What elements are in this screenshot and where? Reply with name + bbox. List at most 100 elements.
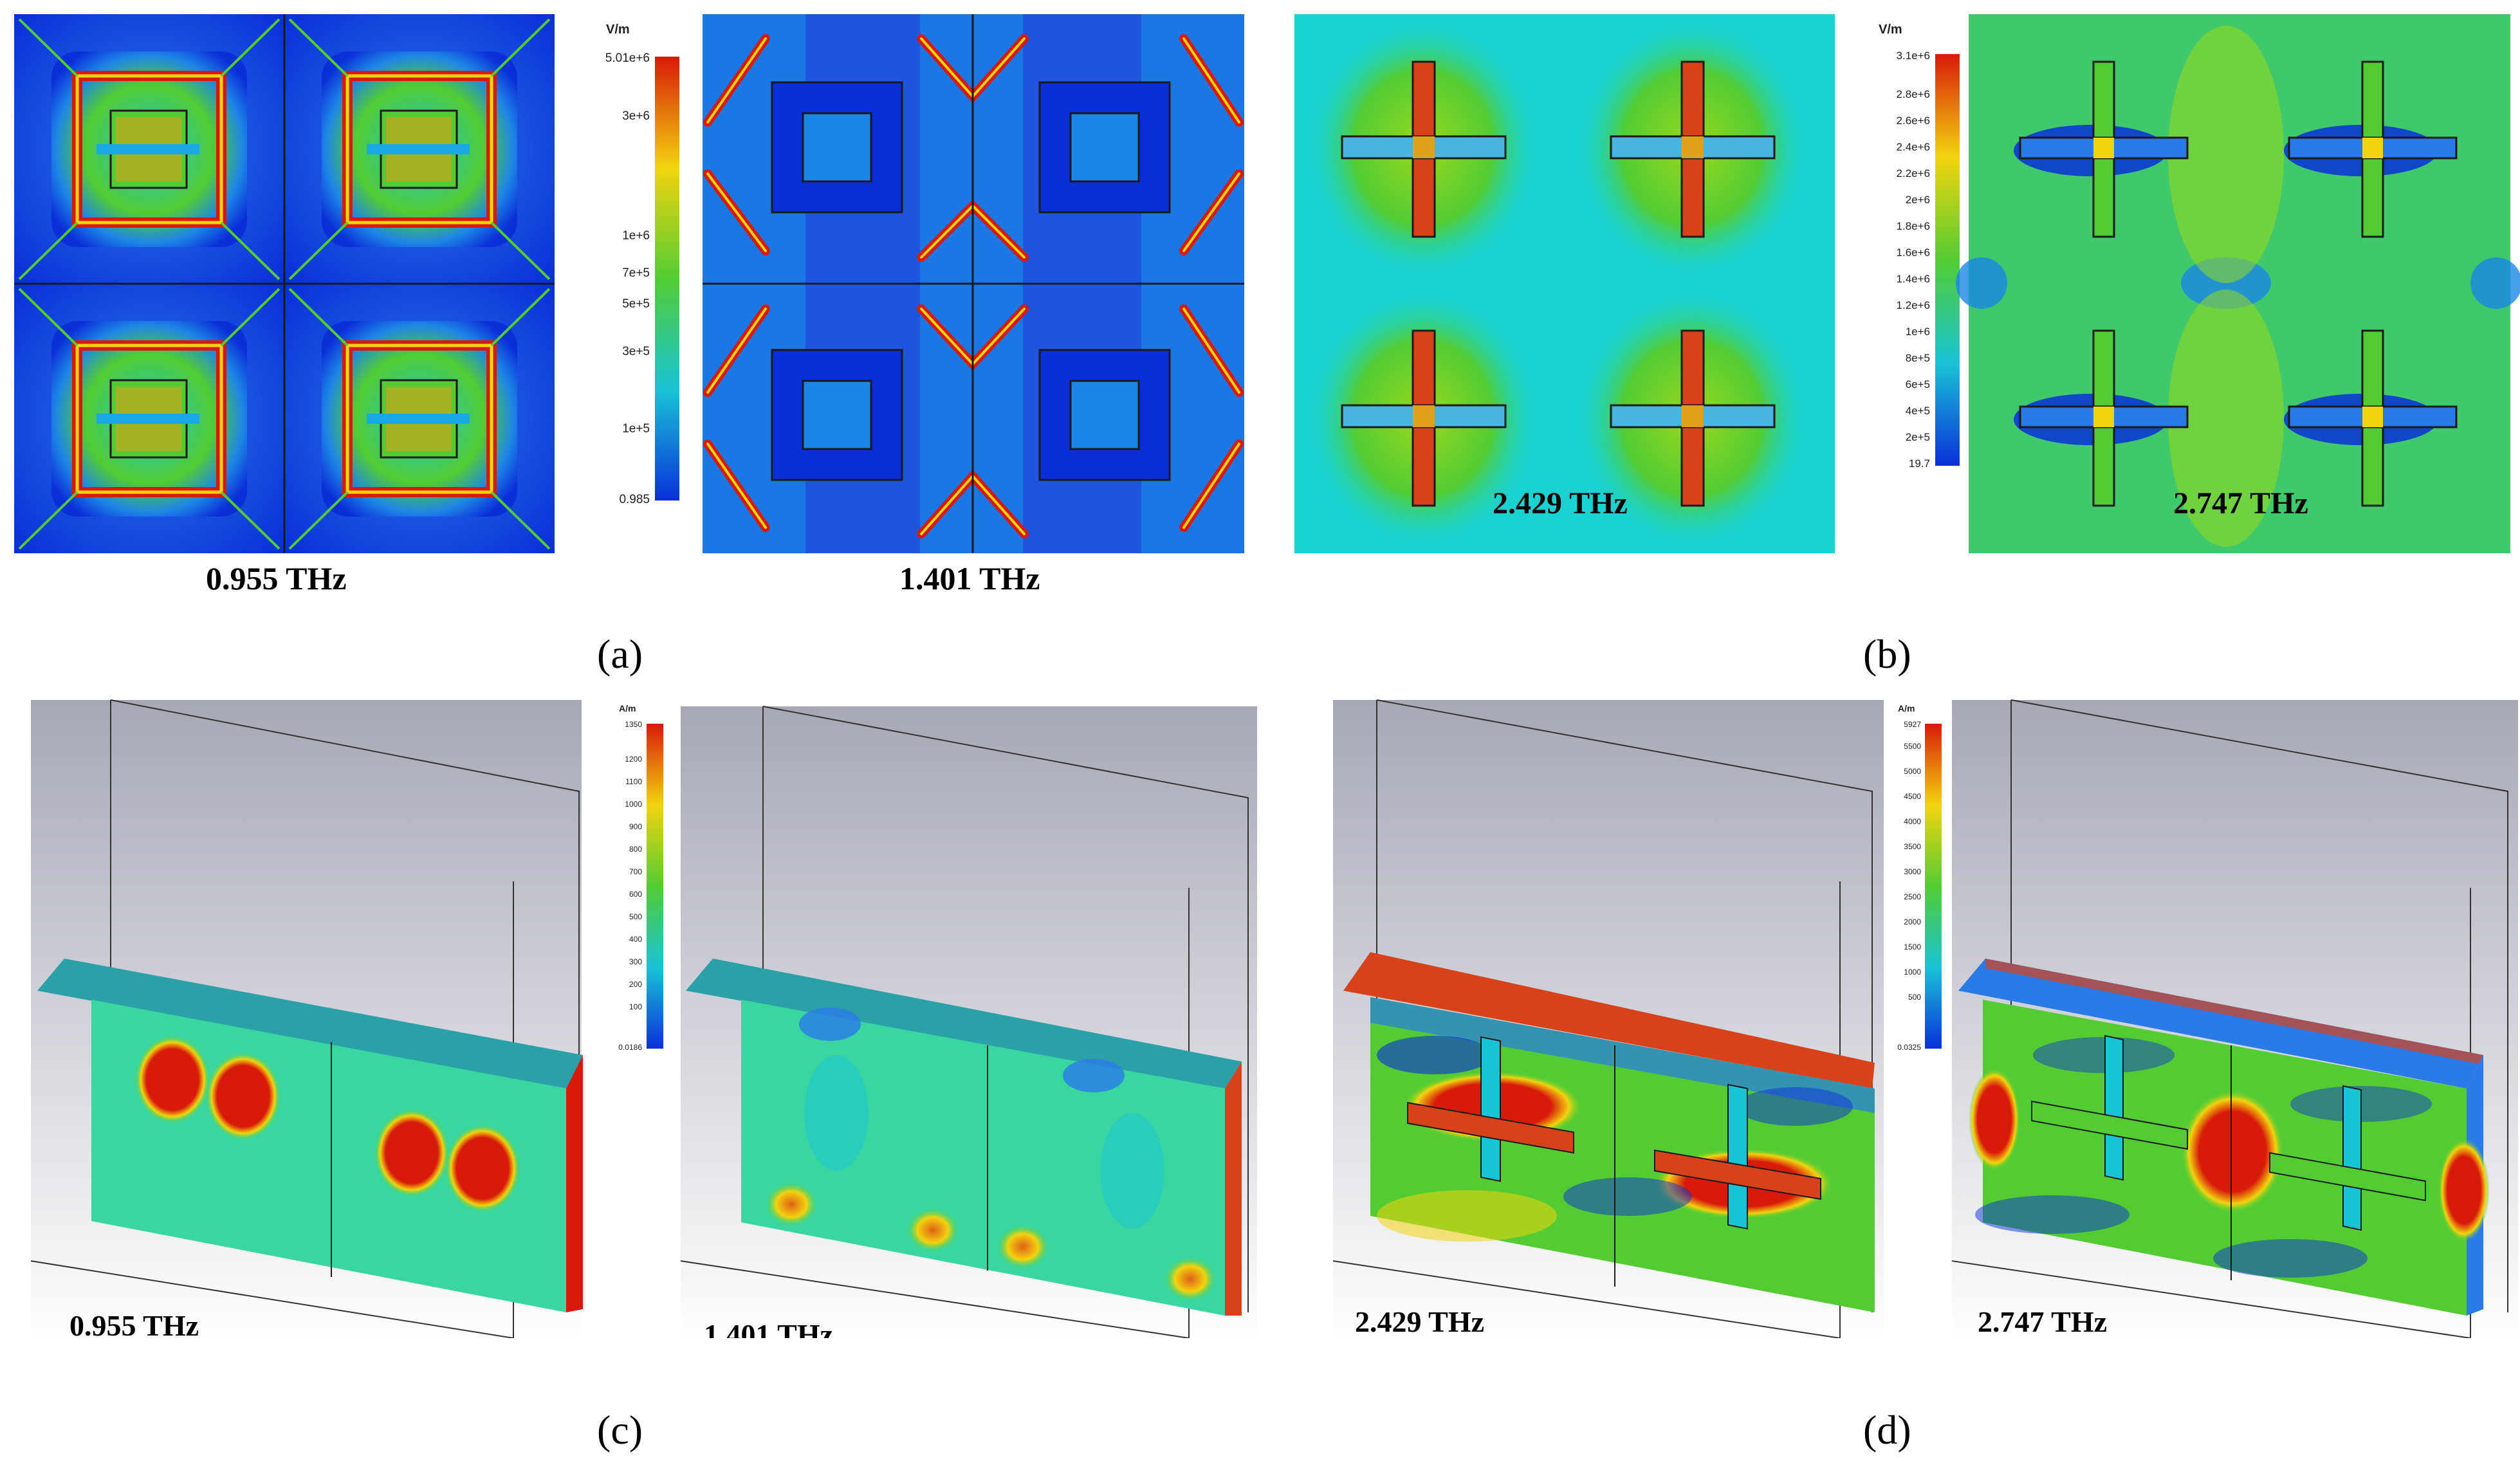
colorbar-tick: 300 bbox=[629, 957, 642, 966]
colorbar-efield-a: V/m 5.01e+6 3e+6 1e+6 7e+5 5e+5 3e+5 1e+… bbox=[605, 23, 679, 506]
colorbar-tick: 2000 bbox=[1904, 917, 1921, 926]
panel-c: 0.955 THz A/m 1350 1200 1100 1000 900 80… bbox=[30, 699, 1257, 1338]
colorbar-tick: 8e+5 bbox=[1906, 352, 1930, 364]
colorbar-efield-b: V/m 3.1e+6 2.8e+6 2.6e+6 2.4e+6 2.2e+6 2… bbox=[1879, 23, 1960, 470]
freq-label: 0.955 THz bbox=[69, 1309, 199, 1338]
panel-a: V/m 5.01e+6 3e+6 1e+6 7e+5 5e+5 3e+5 1e+… bbox=[14, 14, 1244, 553]
colorbar-tick: 400 bbox=[629, 935, 642, 944]
unit-cell bbox=[284, 284, 555, 553]
colorbar-tick: 2.2e+6 bbox=[1897, 167, 1930, 179]
colorbar-tick: 1e+6 bbox=[1906, 326, 1930, 338]
freq-label: 1.401 THz bbox=[899, 560, 1040, 596]
colorbar-tick: 5.01e+6 bbox=[605, 51, 650, 65]
colorbar-tick: 2500 bbox=[1904, 892, 1921, 901]
freq-label: 1.401 THz bbox=[704, 1318, 833, 1338]
efield-map-0955 bbox=[14, 14, 555, 553]
colorbar-unit: V/m bbox=[606, 23, 630, 37]
colorbar-tick: 1.2e+6 bbox=[1897, 299, 1930, 311]
colorbar-ticks: 1350 1200 1100 1000 900 800 700 600 500 … bbox=[618, 720, 642, 1052]
colorbar-tick: 1350 bbox=[625, 720, 642, 729]
colorbar-ticks: 5927 5500 5000 4500 4000 3500 3000 2500 … bbox=[1897, 720, 1921, 1052]
cross-resonator bbox=[1610, 329, 1776, 507]
colorbar-tick: 100 bbox=[629, 1002, 642, 1011]
cross-resonator bbox=[2288, 60, 2458, 238]
colorbar-tick: 1.4e+6 bbox=[1897, 273, 1930, 285]
unit-cell bbox=[284, 14, 555, 284]
subfigure-label: (d) bbox=[1863, 1407, 1911, 1453]
colorbar-unit: V/m bbox=[1879, 23, 1902, 37]
colorbar-tick: 2.8e+6 bbox=[1897, 88, 1930, 100]
colorbar-tick: 1500 bbox=[1904, 942, 1921, 951]
efield-map-2747: 2.747 THz bbox=[1956, 14, 2520, 553]
colorbar-tick: 1200 bbox=[625, 755, 642, 764]
cross-resonator bbox=[1407, 1036, 1574, 1182]
colorbar-tick: 800 bbox=[629, 845, 642, 854]
colorbar-ticks: 3.1e+6 2.8e+6 2.6e+6 2.4e+6 2.2e+6 2e+6 … bbox=[1897, 50, 1930, 470]
freq-label: 2.747 THz bbox=[2173, 486, 2308, 520]
hfield-view-2429: 2.429 THz bbox=[1332, 699, 1884, 1338]
colorbar-tick: 1e+5 bbox=[622, 422, 650, 436]
colorbar-ticks: 5.01e+6 3e+6 1e+6 7e+5 5e+5 3e+5 1e+5 0.… bbox=[605, 51, 650, 506]
colorbar-tick: 600 bbox=[629, 890, 642, 899]
colorbar-tick: 500 bbox=[1908, 993, 1921, 1002]
colorbar-tick: 0.0325 bbox=[1897, 1043, 1921, 1052]
colorbar-tick: 0.985 bbox=[619, 493, 650, 506]
hfield-view-0955: 0.955 THz bbox=[30, 699, 583, 1338]
colorbar-tick: 3500 bbox=[1904, 842, 1921, 851]
colorbar-tick: 2e+5 bbox=[1906, 431, 1930, 443]
efield-map-2429: 2.429 THz bbox=[1294, 14, 1835, 553]
colorbar-tick: 1e+6 bbox=[622, 229, 650, 243]
colorbar-hfield-d: A/m 5927 5500 5000 4500 4000 3500 3000 2… bbox=[1897, 703, 1942, 1052]
colorbar-tick: 1000 bbox=[625, 800, 642, 809]
colorbar-tick: 1.6e+6 bbox=[1897, 246, 1930, 259]
colorbar-tick: 2.4e+6 bbox=[1897, 141, 1930, 153]
cross-resonator bbox=[2269, 1085, 2426, 1231]
efield-map-1401 bbox=[703, 14, 1244, 553]
subfigure-label: (c) bbox=[597, 1407, 643, 1453]
panel-d: 2.429 THz A/m 5927 5500 5000 4500 4000 3… bbox=[1332, 699, 2518, 1338]
colorbar-tick: 4e+5 bbox=[1906, 405, 1930, 417]
cross-resonator bbox=[1610, 60, 1776, 238]
colorbar-tick: 7e+5 bbox=[622, 266, 650, 280]
cross-resonator bbox=[1341, 329, 1507, 507]
freq-label: 2.429 THz bbox=[1355, 1305, 1484, 1338]
colorbar-tick: 0.0186 bbox=[618, 1043, 642, 1052]
unit-cell bbox=[14, 14, 284, 284]
colorbar-tick: 2e+6 bbox=[1906, 194, 1930, 206]
colorbar-tick: 200 bbox=[629, 980, 642, 989]
cross-resonator bbox=[2019, 60, 2189, 238]
colorbar-unit: A/m bbox=[1898, 703, 1915, 713]
colorbar-tick: 1100 bbox=[625, 777, 642, 786]
hfield-view-2747: 2.747 THz bbox=[1951, 699, 2518, 1338]
colorbar-tick: 3e+6 bbox=[622, 109, 650, 123]
freq-label: 0.955 THz bbox=[206, 560, 347, 596]
colorbar-tick: 1.8e+6 bbox=[1897, 220, 1930, 232]
panel-b: 2.429 THz V/m 3.1e+6 2.8e+6 2.6e+6 2.4e+… bbox=[1294, 14, 2520, 553]
colorbar-tick: 3000 bbox=[1904, 867, 1921, 876]
subfigure-label: (a) bbox=[597, 631, 643, 677]
colorbar-tick: 5927 bbox=[1904, 720, 1921, 729]
cross-resonator bbox=[2019, 329, 2189, 507]
colorbar-tick: 5500 bbox=[1904, 742, 1921, 751]
colorbar-tick: 5e+5 bbox=[622, 297, 650, 311]
colorbar-tick: 4000 bbox=[1904, 817, 1921, 826]
colorbar-tick: 19.7 bbox=[1909, 457, 1930, 470]
cross-resonator bbox=[2031, 1034, 2188, 1181]
colorbar-hfield-c: A/m 1350 1200 1100 1000 900 800 700 600 … bbox=[618, 703, 663, 1052]
colorbar-tick: 3.1e+6 bbox=[1897, 50, 1930, 62]
freq-label: 2.747 THz bbox=[1978, 1305, 2107, 1338]
cross-resonator bbox=[2288, 329, 2458, 507]
colorbar-tick: 4500 bbox=[1904, 792, 1921, 801]
hfield-view-1401: 1.401 THz bbox=[680, 706, 1257, 1338]
colorbar-tick: 700 bbox=[629, 867, 642, 876]
unit-cell bbox=[14, 284, 284, 553]
colorbar-tick: 2.6e+6 bbox=[1897, 115, 1930, 127]
colorbar-tick: 5000 bbox=[1904, 767, 1921, 776]
cross-resonator bbox=[1341, 60, 1507, 238]
colorbar-tick: 500 bbox=[629, 912, 642, 921]
colorbar-tick: 6e+5 bbox=[1906, 378, 1930, 391]
subfigure-label: (b) bbox=[1863, 631, 1911, 677]
colorbar-tick: 1000 bbox=[1904, 968, 1921, 977]
colorbar-unit: A/m bbox=[619, 703, 636, 713]
freq-label: 2.429 THz bbox=[1493, 486, 1628, 520]
